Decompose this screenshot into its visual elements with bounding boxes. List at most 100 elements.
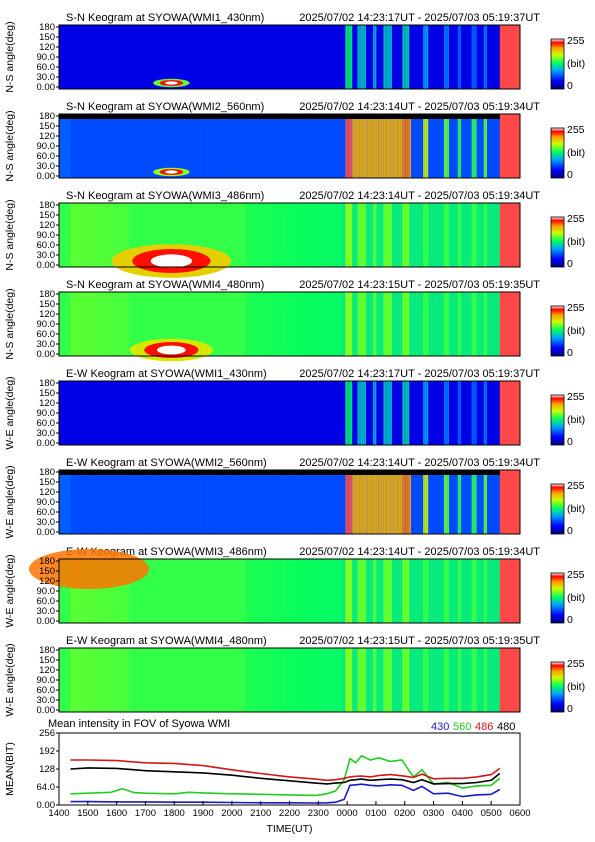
keogram-column — [234, 475, 237, 534]
keogram-column — [418, 203, 420, 267]
keogram-column — [284, 559, 287, 623]
keogram-column — [398, 648, 401, 712]
keogram-column — [300, 119, 303, 178]
keogram-column — [366, 119, 368, 178]
keogram-column — [112, 648, 114, 712]
keogram-column — [378, 648, 380, 712]
keogram-column — [388, 292, 391, 356]
keogram-column — [398, 559, 401, 623]
keogram-column — [253, 559, 256, 623]
keogram-column — [295, 203, 297, 267]
keogram-title: S-N Keogram at SYOWA(WMI4_480nm) — [66, 279, 264, 291]
keogram-column — [371, 203, 373, 267]
keogram-column — [409, 475, 411, 534]
keogram-column — [87, 559, 90, 623]
keogram-column — [347, 648, 349, 712]
keogram-column — [364, 559, 367, 623]
keogram-column — [419, 292, 422, 356]
keogram-column — [89, 648, 92, 712]
keogram-column — [72, 203, 74, 267]
keogram-column — [430, 119, 432, 178]
keogram-column — [414, 292, 417, 356]
keogram-column — [115, 475, 118, 534]
keogram-column — [402, 648, 405, 712]
keogram-column — [468, 119, 470, 178]
keogram-column — [397, 475, 399, 534]
keogram-column — [239, 475, 242, 534]
keogram-column — [424, 381, 427, 445]
y-tick-label: 60.0 — [37, 596, 56, 607]
keogram-column — [255, 119, 258, 178]
keogram-column — [257, 648, 259, 712]
keogram-column — [421, 203, 424, 267]
keogram-column — [246, 292, 249, 356]
keogram-column — [200, 475, 202, 534]
keogram-column — [398, 475, 401, 534]
y-tick-label: 120 — [39, 220, 55, 231]
keogram-column — [423, 119, 425, 178]
colorbar-unit-label: (bit) — [567, 325, 585, 337]
keogram-column — [310, 475, 313, 534]
keogram-column — [113, 648, 116, 712]
keogram-background — [59, 25, 520, 89]
keogram-column — [435, 559, 437, 623]
keogram-column — [478, 292, 481, 356]
keogram-column — [411, 475, 413, 534]
keogram-column — [450, 119, 453, 178]
keogram-column — [421, 475, 424, 534]
keogram-column — [359, 559, 361, 623]
keogram-column — [91, 292, 93, 356]
keogram-column — [445, 119, 448, 178]
keogram-column — [412, 203, 415, 267]
keogram-column — [405, 648, 408, 712]
x-tick-label: 2000 — [221, 808, 242, 819]
colorbar — [550, 216, 565, 268]
keogram-column — [309, 119, 311, 178]
keogram-column — [462, 648, 465, 712]
keogram-column — [367, 559, 370, 623]
keogram-column — [115, 292, 118, 356]
keogram-column — [162, 119, 164, 178]
keogram-column — [220, 119, 223, 178]
keogram-column — [93, 475, 95, 534]
keogram-column — [395, 475, 398, 534]
keogram-column — [108, 475, 111, 534]
keogram-column — [385, 119, 387, 178]
keogram-column — [329, 292, 332, 356]
keogram-image — [29, 549, 520, 623]
keogram-column — [390, 559, 392, 623]
keogram-column — [205, 475, 207, 534]
keogram-column — [103, 119, 105, 178]
keogram-column — [175, 119, 178, 178]
keogram-column — [79, 559, 81, 623]
keogram-column — [79, 119, 81, 178]
keogram-column — [117, 203, 119, 267]
keogram-column — [286, 475, 289, 534]
keogram-column — [328, 119, 330, 178]
keogram-column — [355, 119, 358, 178]
keogram-column — [295, 648, 297, 712]
keogram-column — [312, 292, 315, 356]
keogram-title: E-W Keogram at SYOWA(WMI4_480nm) — [66, 635, 267, 647]
y-tick-label: 60.0 — [37, 151, 56, 162]
keogram-column — [291, 119, 294, 178]
keogram-column — [357, 292, 360, 356]
keogram-column — [402, 381, 405, 445]
keogram-column — [82, 559, 85, 623]
keogram-column — [333, 648, 335, 712]
keogram-column — [354, 559, 356, 623]
keogram-column — [277, 475, 280, 534]
keogram-column — [233, 119, 235, 178]
keogram-column — [124, 203, 126, 267]
colorbar-min-label: 0 — [567, 525, 573, 537]
keogram-column — [376, 475, 379, 534]
keogram-column — [438, 119, 441, 178]
keogram-column — [454, 648, 456, 712]
keogram-column — [307, 203, 309, 267]
keogram-column — [345, 203, 347, 267]
keogram-column — [336, 203, 339, 267]
keogram-column — [122, 203, 124, 267]
keogram-column — [255, 292, 258, 356]
keogram-column — [367, 119, 370, 178]
keogram-column — [326, 292, 328, 356]
